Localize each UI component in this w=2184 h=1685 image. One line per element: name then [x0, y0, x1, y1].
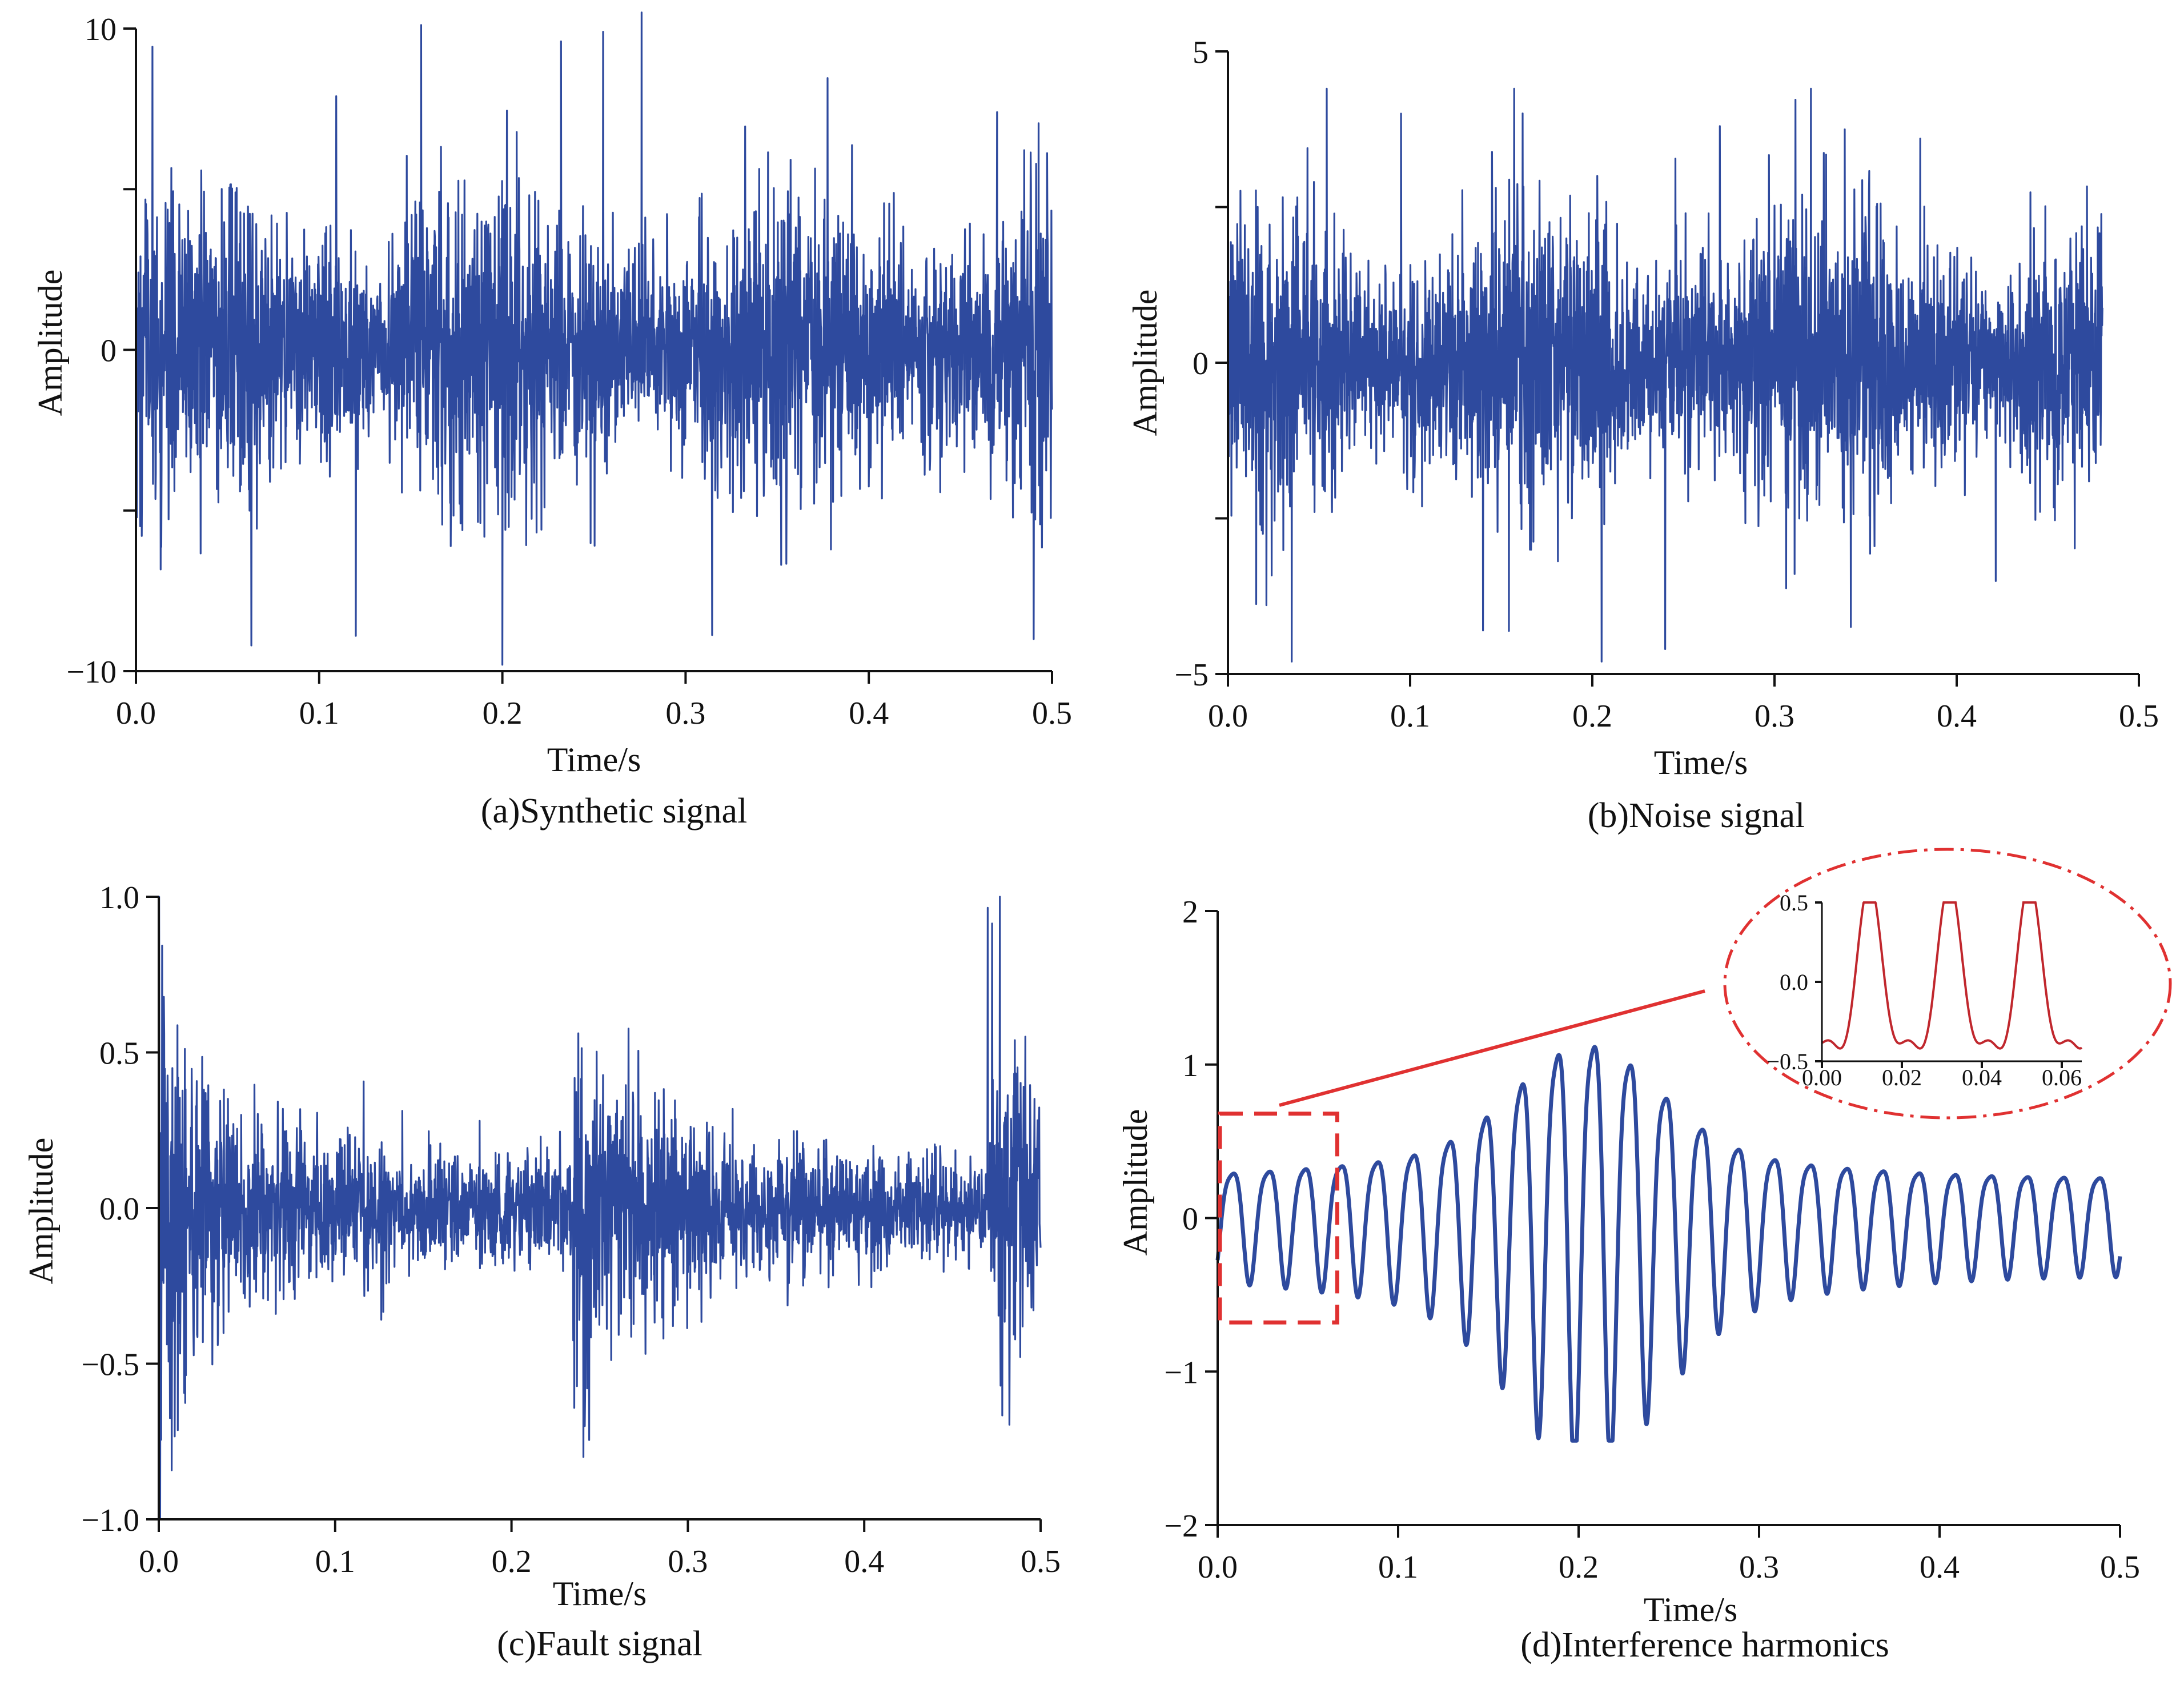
y-axis-label: Amplitude: [31, 270, 69, 416]
zoom-highlight-box: [1218, 1112, 1339, 1325]
y-axis-label: Amplitude: [1117, 1109, 1154, 1256]
x-tick-label: 0.04: [1962, 1065, 2002, 1090]
y-axis-label: Amplitude: [1126, 290, 1164, 436]
series-line: [135, 11, 1053, 666]
y-tick-label: −0.5: [1767, 1049, 1808, 1074]
x-tick-label: 0.4: [1937, 699, 1977, 734]
x-tick-label: 0.00: [1802, 1065, 1842, 1090]
series-layer: [135, 11, 1053, 666]
x-tick-label: 0.1: [299, 696, 339, 731]
x-tick-label: 0.3: [1755, 699, 1794, 734]
x-tick-label: 0.3: [668, 1544, 708, 1579]
panel-fault-signal: 0.0 0.1 0.2 0.3 0.4 0.5 1.0 0.5 0.0 −0.5 −1.0 Time…: [22, 880, 1061, 1663]
x-tick-label: 0.3: [1739, 1550, 1779, 1585]
ticks-layer: 0.0 0.1 0.2 0.3 0.4 0.5 10 0 −10: [66, 12, 1072, 731]
series-line: [1215, 1045, 2122, 1443]
y-tick-label: −10: [66, 655, 117, 690]
series-layer: [1215, 1045, 2122, 1443]
y-tick-label: 0.5: [99, 1036, 139, 1072]
x-tick-label: 0.1: [315, 1544, 355, 1579]
x-tick-label: 0.5: [2100, 1550, 2140, 1585]
y-axis-label: Amplitude: [22, 1138, 60, 1285]
y-tick-label: 10: [85, 12, 117, 47]
panel-caption: (b)Noise signal: [1588, 796, 1805, 835]
x-tick-label: 0.4: [1920, 1550, 1960, 1585]
x-axis-label: Time/s: [547, 741, 641, 779]
y-tick-label: 0.0: [99, 1191, 139, 1227]
x-tick-label: 0.02: [1882, 1065, 1922, 1090]
x-tick-label: 0.2: [483, 696, 523, 731]
y-tick-label: 0: [1193, 346, 1209, 382]
x-tick-label: 0.3: [665, 696, 705, 731]
y-tick-label: 0.5: [1780, 890, 1808, 916]
series-layer: [1227, 87, 2103, 663]
x-tick-label: 0.0: [139, 1544, 179, 1579]
y-tick-label: 1.0: [99, 880, 139, 916]
x-tick-label: 0.4: [844, 1544, 884, 1579]
panel-interference-harmonics: 0.0 0.1 0.2 0.3 0.4 0.5 2 1 0 −1 −2 Time/s Amplitu…: [1117, 848, 2172, 1664]
y-tick-label: 5: [1193, 35, 1209, 70]
y-tick-label: 1: [1182, 1048, 1198, 1084]
x-tick-label: 0.5: [1021, 1544, 1061, 1579]
y-tick-label: −1: [1164, 1355, 1198, 1390]
x-tick-label: 0.5: [1032, 696, 1072, 731]
panel-caption: (c)Fault signal: [497, 1624, 702, 1663]
zoom-inset-plot: 0.00 0.02 0.04 0.06 0.5 0.0 −0.5: [1767, 890, 2083, 1090]
inset-ticks-layer: 0.00 0.02 0.04 0.06 0.5 0.0 −0.5: [1767, 890, 2082, 1090]
ticks-layer: 0.0 0.1 0.2 0.3 0.4 0.5 1.0 0.5 0.0 −0.5 −1.0: [81, 880, 1061, 1579]
x-tick-label: 0.1: [1390, 699, 1430, 734]
x-tick-label: 0.2: [1572, 699, 1612, 734]
inset-series-layer: [1821, 901, 2083, 1050]
x-tick-label: 0.5: [2119, 699, 2159, 734]
panel-caption: (d)Interference harmonics: [1520, 1626, 1889, 1664]
x-tick-label: 0.0: [1198, 1550, 1238, 1585]
x-tick-label: 0.0: [116, 696, 156, 731]
inset-series-line: [1821, 901, 2083, 1050]
y-tick-label: 2: [1182, 894, 1198, 930]
ticks-layer: 0.0 0.1 0.2 0.3 0.4 0.5 5 0 −5: [1174, 35, 2159, 734]
y-tick-label: −0.5: [81, 1347, 139, 1383]
y-tick-label: 0: [1182, 1202, 1198, 1237]
y-tick-label: 0.0: [1780, 969, 1808, 995]
zoom-connector-line: [1279, 989, 1705, 1107]
y-tick-label: −1.0: [81, 1503, 139, 1538]
x-axis-label: Time/s: [1644, 1591, 1738, 1628]
series-line: [1227, 87, 2103, 663]
x-tick-label: 0.1: [1378, 1550, 1418, 1585]
y-tick-label: −5: [1174, 657, 1209, 693]
x-tick-label: 0.2: [1559, 1550, 1599, 1585]
series-line: [158, 896, 1042, 1520]
x-tick-label: 0.4: [849, 696, 889, 731]
panel-synthetic-signal: 0.0 0.1 0.2 0.3 0.4 0.5 10 0 −10 Time/s Amplitud…: [31, 11, 1072, 831]
panel-noise-signal: 0.0 0.1 0.2 0.3 0.4 0.550−5 Time/s Amplitude …: [1126, 35, 2159, 835]
x-tick-label: 0.06: [2042, 1065, 2082, 1090]
ticks-layer: 0.0 0.1 0.2 0.3 0.4 0.5 2 1 0 −1 −2: [1164, 894, 2140, 1585]
series-layer: [158, 896, 1042, 1520]
x-tick-label: 0.2: [492, 1544, 532, 1579]
x-tick-label: 0.0: [1208, 699, 1248, 734]
panel-caption: (a)Synthetic signal: [481, 792, 748, 831]
y-tick-label: −2: [1164, 1509, 1198, 1544]
zoom-inset-ellipse: [1723, 848, 2172, 1120]
x-axis-label: Time/s: [1654, 744, 1748, 781]
y-tick-label: 0: [101, 334, 117, 369]
x-axis-label: Time/s: [553, 1575, 647, 1612]
